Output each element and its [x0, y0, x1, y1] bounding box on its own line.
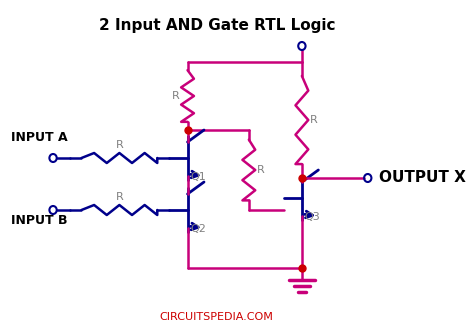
Text: R: R	[257, 165, 265, 175]
Text: 2 Input AND Gate RTL Logic: 2 Input AND Gate RTL Logic	[99, 18, 335, 33]
Text: Q3: Q3	[305, 212, 320, 222]
Text: INPUT B: INPUT B	[11, 214, 67, 227]
Text: R: R	[310, 115, 318, 125]
Text: OUTPUT X: OUTPUT X	[379, 170, 465, 186]
Text: R: R	[116, 192, 123, 202]
Text: Q2: Q2	[190, 224, 206, 234]
Text: CIRCUITSPEDIA.COM: CIRCUITSPEDIA.COM	[160, 312, 274, 322]
Text: R: R	[116, 140, 123, 150]
Text: INPUT A: INPUT A	[11, 131, 68, 144]
Text: Q1: Q1	[190, 172, 206, 182]
Text: R: R	[172, 91, 179, 101]
